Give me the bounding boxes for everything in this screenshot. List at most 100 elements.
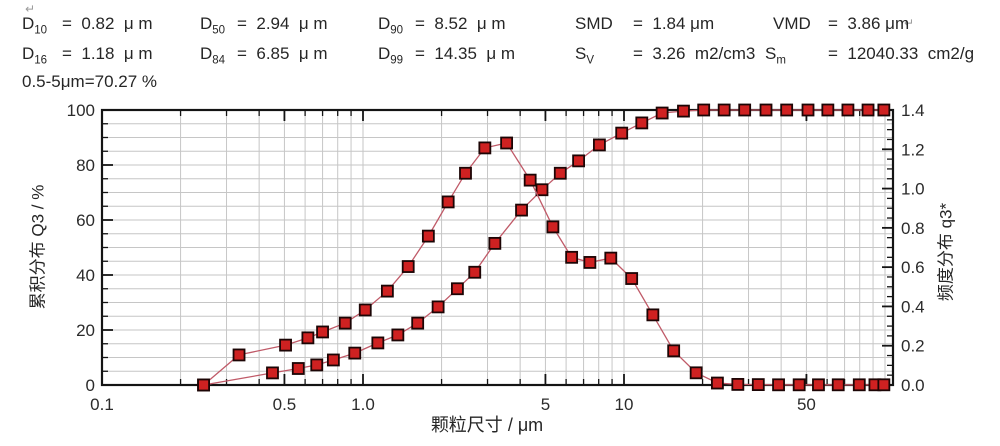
data-point-marker [197, 378, 210, 392]
data-point-marker [279, 338, 292, 352]
stat-label: D84 [200, 44, 226, 67]
data-point-marker [515, 203, 528, 217]
data-point-marker [861, 103, 875, 117]
data-point-marker [711, 376, 724, 390]
data-point-marker [738, 103, 752, 117]
data-point-marker [468, 265, 482, 279]
y-left-tick-label: 80 [76, 156, 95, 175]
stat-label: D16 [22, 44, 48, 67]
paragraph-mark-icon: ↵ [25, 2, 36, 16]
stat-value: = 8.52 μ m [415, 14, 506, 33]
data-point-marker [371, 336, 385, 350]
data-point-marker [535, 183, 549, 197]
y-right-tick-label: 0.2 [901, 337, 925, 356]
data-point-marker [291, 362, 305, 375]
data-point-marker [831, 378, 845, 392]
paragraph-mark-icon: ↵ [904, 16, 915, 30]
stat-d84: D84 = 6.85 μ m [200, 44, 328, 67]
data-point-marker [841, 103, 855, 117]
data-point-marker [553, 166, 567, 180]
data-point-marker [751, 378, 765, 392]
data-point-marker [877, 103, 891, 117]
y-right-tick-label: 0.6 [901, 258, 925, 277]
data-point-marker [310, 358, 324, 372]
stat-label: VMD [773, 14, 811, 33]
data-point-marker [677, 104, 690, 118]
y-right-tick-label: 1.0 [901, 180, 925, 199]
data-point-marker [546, 220, 560, 234]
stat-sv: SV = 3.26 m2/cm3 [575, 44, 756, 67]
data-point-marker [604, 251, 618, 265]
data-point-marker [232, 348, 246, 362]
stat-label: SMD [575, 14, 613, 33]
x-tick-label: 1.0 [351, 395, 375, 414]
data-point-marker [689, 366, 703, 380]
stat-value: = 2.94 μ m [237, 14, 328, 33]
y-right-axis-title: 频度分布 q3* [936, 202, 956, 302]
y-right-tick-label: 1.2 [901, 140, 925, 159]
stat-label: D99 [378, 44, 404, 67]
data-point-marker [625, 272, 639, 285]
tick-labels: 0.1 0.5 1.0 5 10 50 0 20 40 60 80 100 0.0 0.2 0.4 0.6 0.… [67, 101, 925, 414]
data-point-marker [801, 103, 815, 117]
data-point-marker [593, 138, 606, 152]
data-point-marker [411, 316, 425, 330]
data-point-marker [301, 331, 315, 345]
y-left-tick-label: 20 [76, 321, 95, 340]
data-point-marker [717, 103, 731, 117]
data-point-marker [667, 344, 681, 358]
stat-d10: D10 = 0.82 μ m [22, 14, 153, 37]
data-point-marker [391, 328, 405, 342]
stat-value: = 3.26 m2/cm3 [633, 44, 756, 63]
stat-d99: D99 = 14.35 μ m [378, 44, 515, 67]
grid-lines [102, 110, 893, 385]
y-left-tick-label: 40 [76, 266, 95, 285]
data-point-marker [731, 378, 745, 391]
stat-sm: Sm = 12040.33 cm2/g [765, 44, 975, 67]
data-point-marker [812, 378, 825, 392]
y-right-tick-label: 0.0 [901, 376, 925, 395]
stat-value: = 3.86 μm [828, 14, 910, 33]
data-point-marker [451, 282, 464, 296]
y-right-tick-label: 0.4 [901, 297, 925, 316]
data-point-marker [358, 303, 372, 317]
x-tick-label: 50 [797, 395, 816, 414]
data-point-marker [821, 103, 835, 117]
data-point-marker [441, 195, 455, 209]
stat-value: = 0.82 μ m [62, 14, 153, 33]
series-frequency_q3star [197, 136, 891, 392]
y-left-tick-label: 100 [67, 101, 95, 120]
x-tick-label: 0.1 [90, 395, 114, 414]
data-point-marker [348, 346, 362, 360]
stat-label: D50 [200, 14, 226, 37]
data-point-marker [565, 250, 579, 264]
stat-value: = 12040.33 cm2/g [828, 44, 975, 63]
data-point-marker [852, 378, 866, 392]
data-point-marker [772, 378, 785, 392]
stat-smd: SMD = 1.84 μm [575, 14, 714, 34]
x-axis-title: 颗粒尺寸 / μm [430, 415, 544, 435]
x-tick-label: 5 [541, 395, 550, 414]
data-point-marker [572, 154, 586, 168]
stat-label: SV [575, 44, 595, 67]
data-point-marker [615, 126, 629, 140]
y-left-tick-label: 0 [86, 376, 95, 395]
data-point-marker [877, 378, 891, 392]
y-left-axis-title: 累积分布 Q3 / % [28, 184, 48, 310]
data-point-marker [500, 136, 514, 150]
data-point-marker [646, 308, 660, 322]
stat-label: Sm [765, 44, 786, 67]
data-point-marker [316, 325, 329, 339]
stat-d50: D50 = 2.94 μ m [200, 14, 328, 37]
data-point-marker [759, 103, 773, 117]
stat-label: D10 [22, 14, 48, 37]
stat-d16: D16 = 1.18 μ m [22, 44, 153, 67]
series-line [203, 142, 884, 386]
data-point-marker [488, 236, 502, 250]
data-point-marker [326, 353, 340, 367]
x-tick-label: 0.5 [273, 395, 297, 414]
data-point-marker [478, 141, 492, 155]
y-left-tick-label: 60 [76, 211, 95, 230]
